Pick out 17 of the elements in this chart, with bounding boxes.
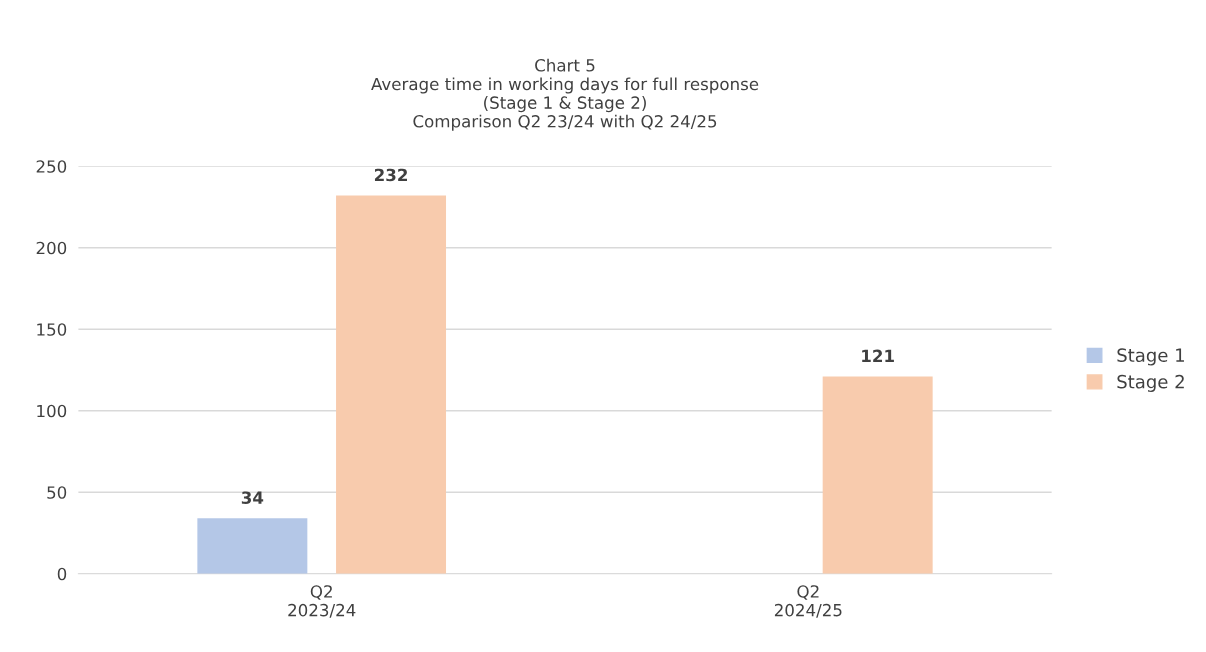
x-tick-label: Q2 2023/24 (288, 585, 356, 618)
y-tick-label: 150 (37, 323, 67, 336)
y-tick-label: 200 (36, 241, 67, 255)
bar (336, 195, 447, 574)
bar (822, 376, 933, 574)
x-tick-label: Q2 2024/25 (774, 585, 842, 618)
y-tick-label: 100 (37, 404, 67, 418)
data-label: 34 (241, 491, 264, 504)
y-tick-label: 250 (36, 160, 67, 173)
bar (197, 518, 308, 574)
chart-title: Chart 5 Average time in working days for full response (Stage 1 & Stage 2) Comparison Q2 23/24 with Q2 24/25 (371, 58, 759, 131)
legend-label: Stage 1 (1117, 348, 1184, 366)
legend-label: Stage 2 (1117, 374, 1184, 392)
y-tick-label: 0 (57, 567, 67, 581)
data-label: 121 (862, 349, 894, 362)
y-tick-label: 50 (47, 486, 67, 499)
data-label: 232 (374, 168, 407, 182)
